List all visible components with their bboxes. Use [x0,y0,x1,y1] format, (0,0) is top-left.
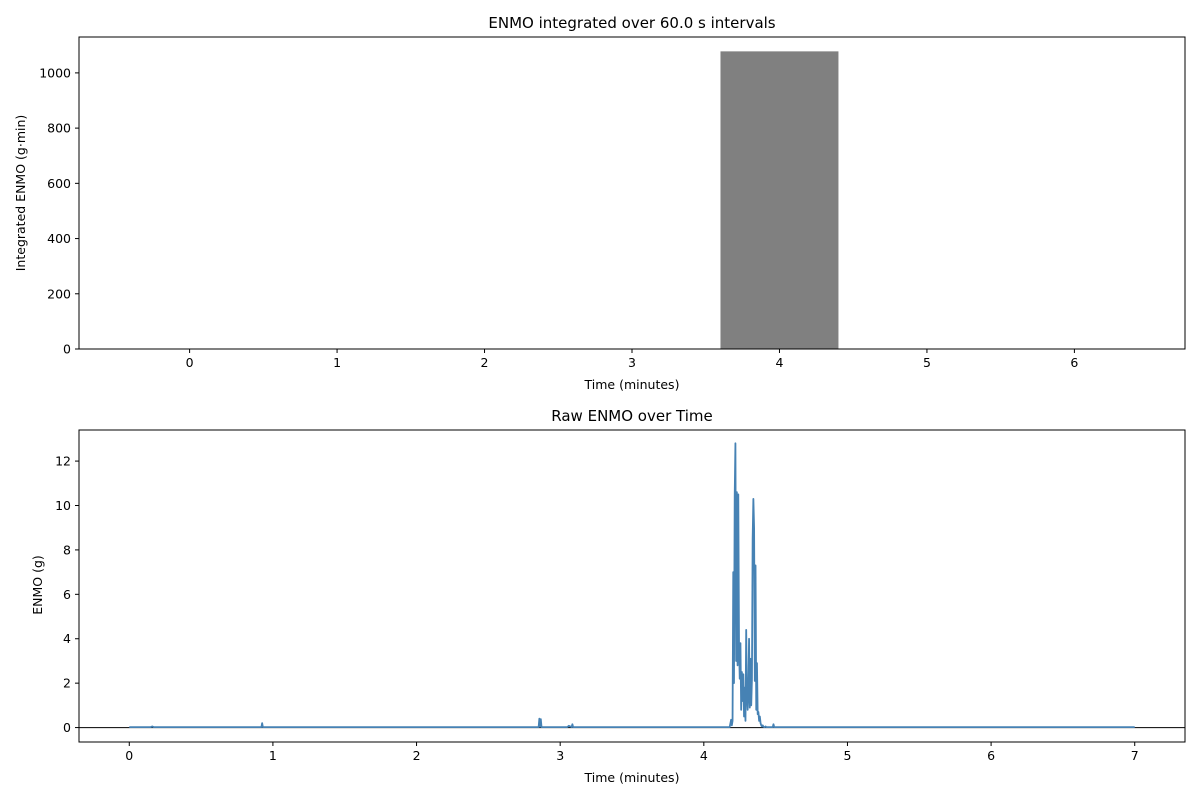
y-tick-label: 10 [55,498,71,513]
y-axis-label: ENMO (g) [30,555,45,615]
y-tick-label: 600 [47,176,71,191]
y-axis-label: Integrated ENMO (g·min) [13,115,28,272]
bar [720,51,839,350]
y-tick-label: 1000 [39,65,71,80]
x-tick-label: 6 [1070,355,1078,370]
enmo-series-line [129,442,1135,729]
x-axis-label: Time (minutes) [584,377,680,392]
chart-title: ENMO integrated over 60.0 s intervals [488,14,775,32]
y-tick-label: 800 [47,121,71,136]
y-tick-label: 8 [63,542,71,557]
plot-frame [78,36,1186,350]
y-ticks: 0 200 400 600 800 1000 [39,65,79,357]
x-tick-label: 5 [843,748,851,763]
x-tick-label: 1 [333,355,341,370]
integrated-enmo-bar-chart: ENMO integrated over 60.0 s intervals Ti… [13,14,1186,392]
y-tick-label: 200 [47,286,71,301]
y-tick-label: 2 [63,676,71,691]
x-tick-label: 0 [186,355,194,370]
chart-title: Raw ENMO over Time [551,407,712,425]
x-tick-label: 6 [987,748,995,763]
x-tick-label: 2 [413,748,421,763]
x-tick-label: 2 [481,355,489,370]
y-tick-label: 0 [63,342,71,357]
raw-enmo-line-chart: Raw ENMO over Time Time (minutes) ENMO (… [30,407,1186,785]
y-tick-label: 12 [55,454,71,469]
x-tick-label: 7 [1131,748,1139,763]
x-ticks: 0 1 2 3 4 5 6 [186,349,1078,370]
x-tick-label: 0 [125,748,133,763]
x-tick-label: 4 [700,748,708,763]
plot-frame [78,429,1186,743]
x-tick-label: 1 [269,748,277,763]
y-tick-label: 0 [63,720,71,735]
bars [720,51,839,350]
y-tick-label: 6 [63,587,71,602]
x-tick-label: 3 [628,355,636,370]
y-ticks: 0 2 4 6 8 10 12 [55,454,79,735]
x-tick-label: 3 [556,748,564,763]
x-axis-label: Time (minutes) [584,770,680,785]
x-tick-label: 4 [775,355,783,370]
x-ticks: 0 1 2 3 4 5 6 7 [125,742,1139,763]
y-tick-label: 400 [47,231,71,246]
x-tick-label: 5 [923,355,931,370]
y-tick-label: 4 [63,631,71,646]
